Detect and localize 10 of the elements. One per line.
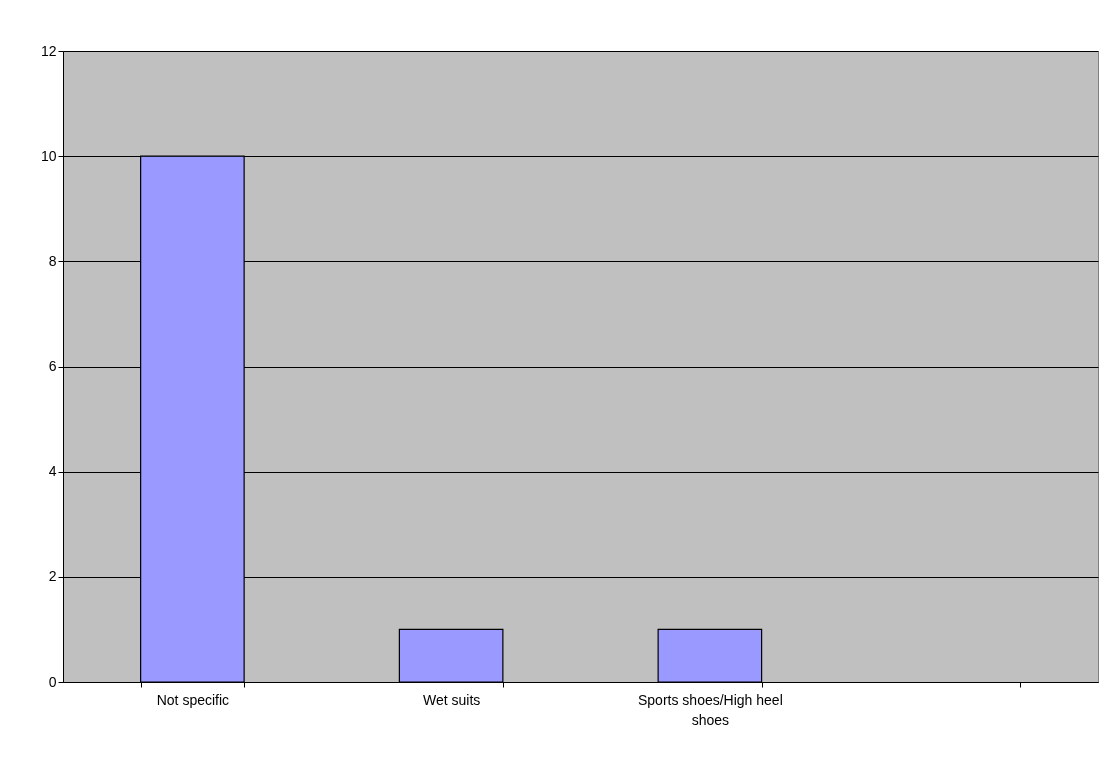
x-tick-label: Wet suits xyxy=(422,691,481,708)
y-tick-label: 0 xyxy=(48,673,57,690)
y-tick-label: 2 xyxy=(48,568,57,585)
y-tick-label: 6 xyxy=(48,358,57,374)
x-tick-label: Sports shoes/High heel shoes xyxy=(637,691,783,728)
y-tick-label: 8 xyxy=(48,252,57,269)
y-tick-label: 4 xyxy=(48,463,57,480)
x-tick-label: Not specific xyxy=(156,691,230,708)
y-tick-label: 10 xyxy=(40,147,57,164)
y-tick-label: 12 xyxy=(40,42,57,59)
